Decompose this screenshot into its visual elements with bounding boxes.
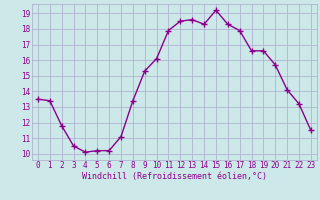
X-axis label: Windchill (Refroidissement éolien,°C): Windchill (Refroidissement éolien,°C) xyxy=(82,172,267,181)
